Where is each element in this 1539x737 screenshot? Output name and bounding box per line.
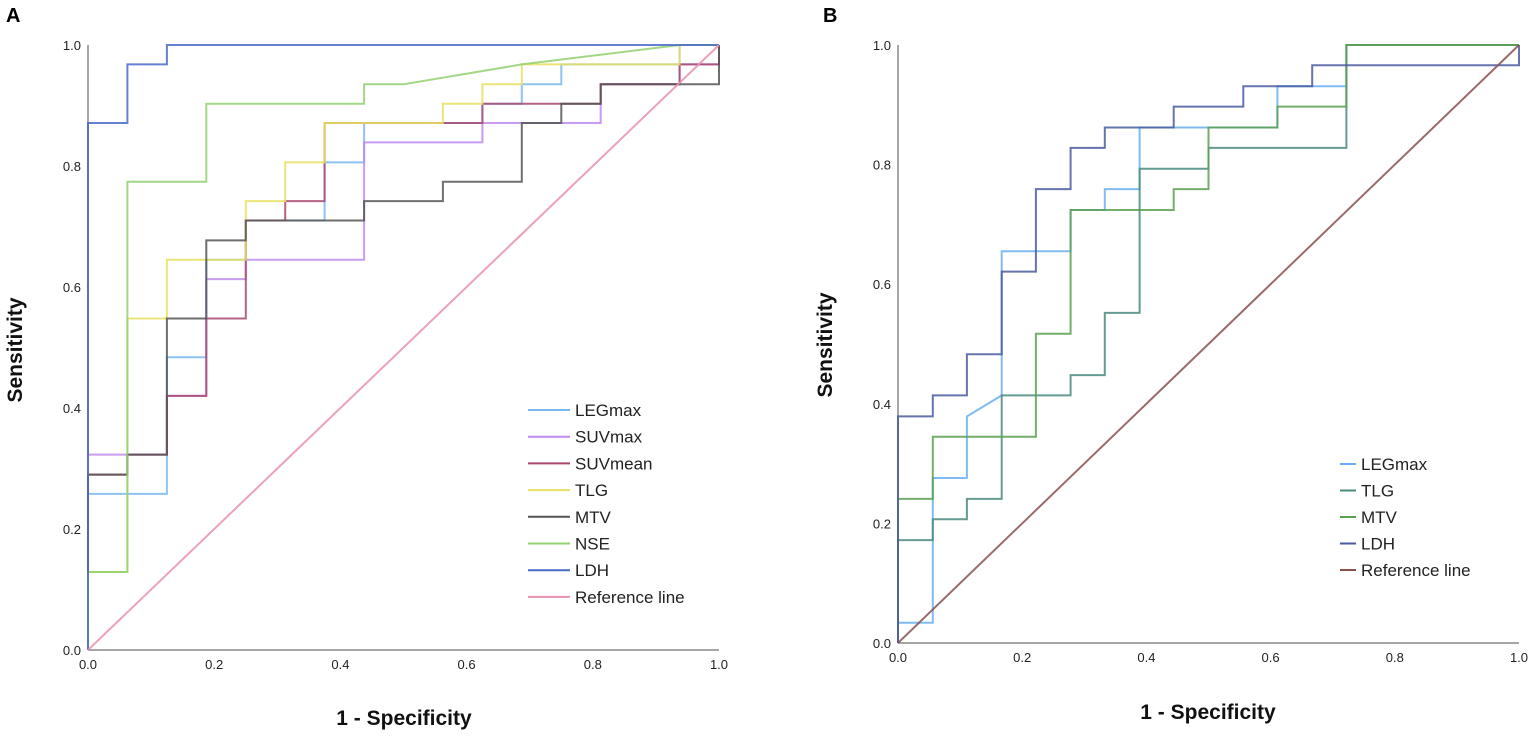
- panel-a-legend-label-tlg: TLG: [575, 481, 608, 500]
- panel-a-y-tick-label: 1.0: [63, 38, 81, 53]
- panel-b-x-tick-label: 0.8: [1386, 650, 1404, 665]
- y-axis-title-b: Sensitivity: [814, 292, 837, 397]
- panel-b-legend-label-ldh: LDH: [1361, 535, 1395, 554]
- panel-b-series-mtv: [897, 44, 1519, 643]
- panel-b-y-tick-label: 0.2: [873, 516, 891, 531]
- panel-a-y-tick-label: 0.0: [63, 643, 81, 658]
- panel-b-y-tick-label: 0.8: [873, 158, 891, 173]
- x-axis-title-b: 1 - Specificity: [1140, 701, 1276, 724]
- panel-b-y-tick-label: 1.0: [873, 38, 891, 53]
- panel-a-legend-label-ldh: LDH: [575, 561, 609, 580]
- panel-a-x-tick-label: 0.8: [584, 657, 602, 672]
- panel-a-plot: 0.00.0 0.2 0.2 0.4 0.4 0.6 0.6 0.8 0.8 1.0 1.0 LEGm…: [63, 38, 728, 672]
- y-axis-title-a: Sensitivity: [4, 297, 27, 402]
- panel-b-legend-label-tlg: TLG: [1361, 482, 1394, 501]
- panel-b-plot: 0.00.0 0.2 0.2 0.4 0.4 0.6 0.6 0.8 0.8 1.0 1.0 LEGm…: [873, 38, 1528, 665]
- panel-b-legend-label-legmax: LEGmax: [1361, 455, 1428, 474]
- panel-b-y-tick-label: 0.4: [873, 397, 891, 412]
- panel-b-series-ldh: [897, 45, 1520, 643]
- panel-a-legend-label-suvmax: SUVmax: [575, 428, 643, 447]
- panel-b-x-tick-label: 0.6: [1262, 650, 1280, 665]
- panel-b-x-tick-label: 0.4: [1137, 650, 1155, 665]
- panel-b-legend-label-mtv: MTV: [1361, 508, 1398, 527]
- panel-b-x-tick-label: 1.0: [1510, 650, 1528, 665]
- panel-b-x-tick-label: 0.2: [1013, 650, 1031, 665]
- panel-a-y-tick-label: 0.2: [63, 522, 81, 537]
- panel-a-y-tick-label: 0.4: [63, 401, 81, 416]
- panel-a-x-tick-label: 0.4: [331, 657, 349, 672]
- panel-a-x-tick-label: 1.0: [710, 657, 728, 672]
- panel-a-y-tick-label: 0.6: [63, 280, 81, 295]
- panel-b-y-tick-label: 0.6: [873, 277, 891, 292]
- panel-a-y-tick-label: 0.8: [63, 159, 81, 174]
- panel-a-legend-label-mtv: MTV: [575, 508, 612, 527]
- panel-b-x-tick-label: 0.0: [889, 650, 907, 665]
- x-axis-title-a: 1 - Specificity: [336, 707, 472, 730]
- panel-label-b: B: [823, 5, 837, 27]
- panel-a-series-reference-line: [87, 44, 720, 651]
- panel-a-x-tick-label: 0.6: [458, 657, 476, 672]
- panel-a-legend-label-suvmean: SUVmean: [575, 454, 652, 473]
- panel-a-series-ldh: [87, 44, 719, 650]
- panel-a-legend-label-reference-line: Reference line: [575, 588, 685, 607]
- panel-a-series-tlg: [87, 44, 719, 650]
- panel-b-legend-label-reference-line: Reference line: [1361, 561, 1471, 580]
- panel-a-series-mtv: [87, 45, 720, 650]
- panel-b-series-reference-line: [897, 44, 1520, 644]
- panel-a-x-tick-label: 0.2: [205, 657, 223, 672]
- panel-a-series-nse: [87, 44, 719, 650]
- panel-b-y-tick-label: 0.0: [873, 636, 891, 651]
- panel-a-x-tick-label: 0.0: [79, 657, 97, 672]
- panel-a-legend-label-legmax: LEGmax: [575, 401, 642, 420]
- panel-label-a: A: [6, 5, 20, 27]
- panel-a-legend-label-nse: NSE: [575, 535, 610, 554]
